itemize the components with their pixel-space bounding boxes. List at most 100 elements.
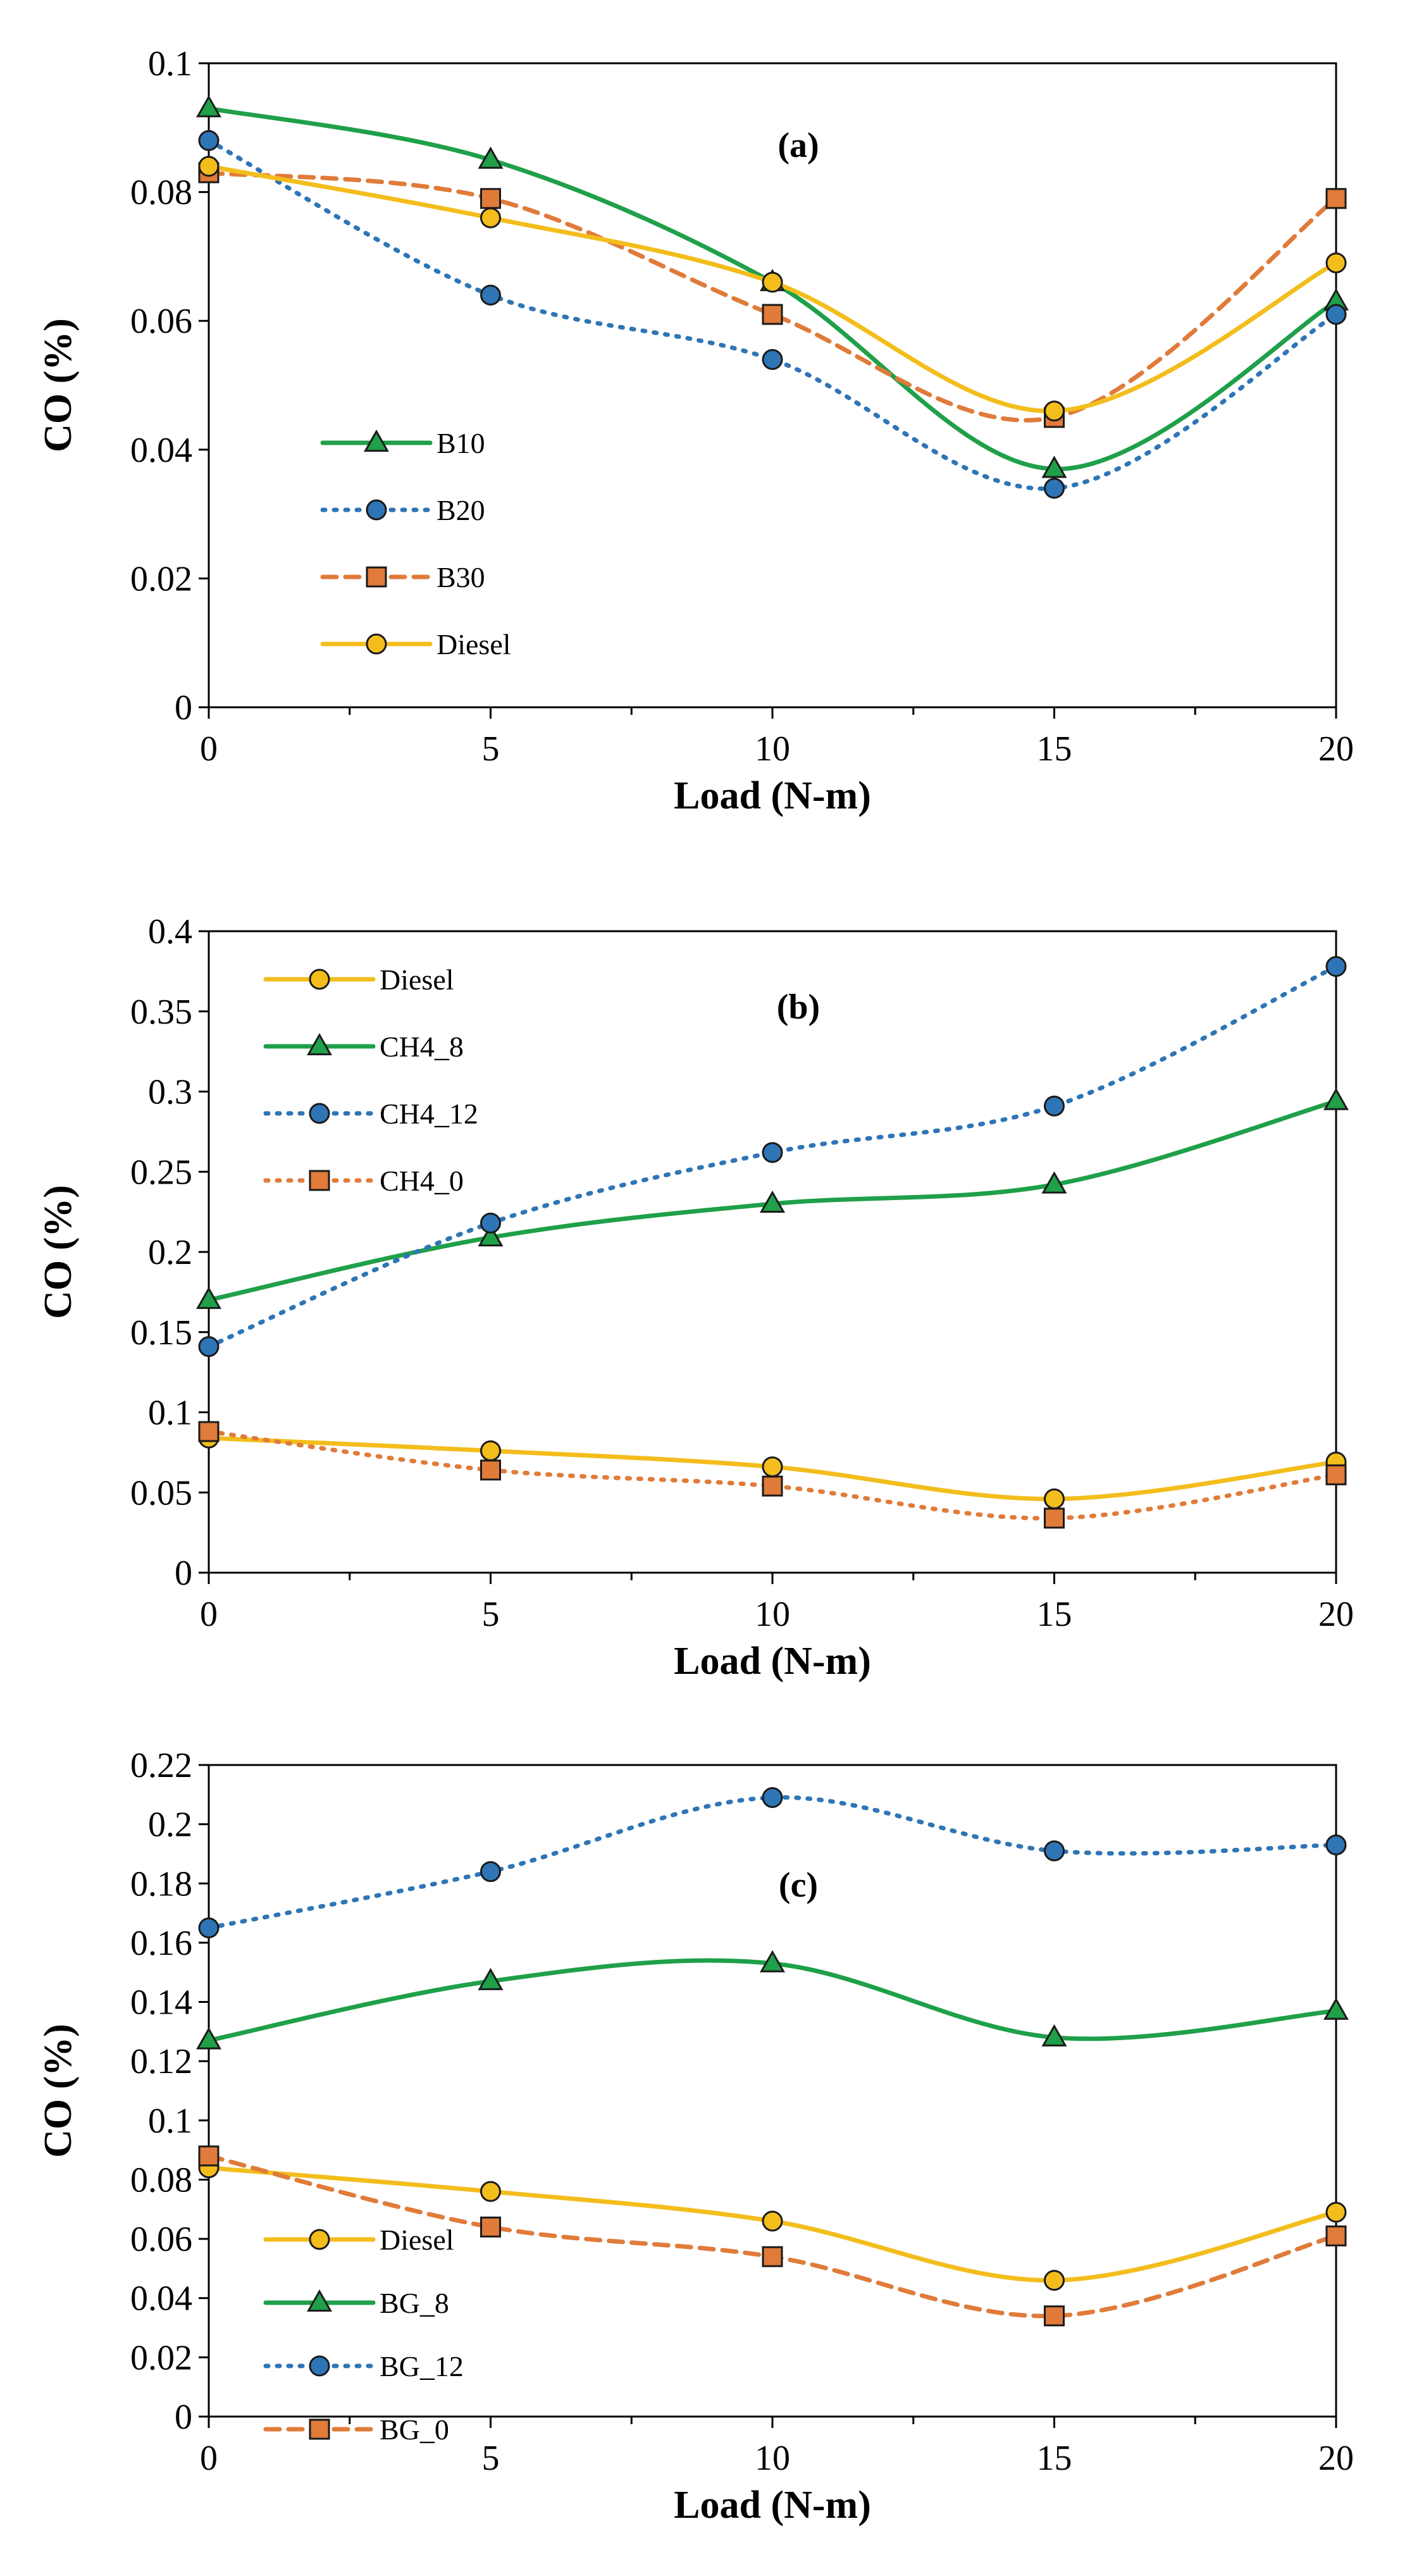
y-tick-label: 0.4 [148,912,192,951]
y-axis-title: CO (%) [37,2024,80,2158]
y-tick-label: 0.04 [130,431,192,470]
data-point-ch4_0 [1325,1464,1347,1485]
x-tick-label: 0 [200,729,218,769]
legend-marker-diesel [309,2229,330,2250]
data-point-ch4_8 [196,1287,221,1310]
data-point-b10 [196,95,221,118]
data-point-diesel [1325,2201,1347,2223]
data-point-bg_0 [480,2216,501,2238]
data-point-ch4_0 [198,1421,220,1442]
panel-label: (b) [777,988,820,1027]
data-point-ch4_8 [1323,1087,1349,1110]
data-point-ch4_12 [198,1336,220,1358]
data-point-b20 [198,130,220,151]
x-tick-label: 10 [755,729,790,769]
y-tick-label: 0.1 [148,1394,192,1433]
data-point-b20 [1044,478,1065,499]
legend-label-bg_8: BG_8 [380,2287,449,2319]
plot-area-frame [207,62,1337,709]
legend-marker-b20 [366,499,387,521]
y-tick-label: 0.1 [148,44,192,84]
series-line-bg_12 [206,1795,1339,1930]
y-tick-label: 0.2 [148,1233,192,1272]
series-line-b30 [206,170,1339,423]
chart-panel-0: 0 0.02 0.04 0.06 0.08 0.1 0 5 10 15 20 Load (N-m) CO… [37,44,1354,817]
data-point-bg_12 [762,1787,783,1808]
data-point-ch4_8 [1041,1171,1067,1194]
data-point-ch4_12 [1325,956,1347,977]
y-tick-label: 0 [175,688,192,728]
data-point-b30 [1325,188,1347,209]
legend-label-ch4_8: CH4_8 [380,1031,464,1063]
y-tick-label: 0.1 [148,2102,192,2141]
chart-panel-2: 0 0.02 0.04 0.06 0.08 0.1 0.12 0.14 0.16 0.18 0.2 0… [37,1746,1354,2527]
y-tick-label: 0.2 [148,1805,192,1845]
x-tick-label: 10 [755,1595,790,1634]
data-point-ch4_0 [762,1475,783,1497]
data-point-diesel [1325,252,1347,274]
data-point-b20 [480,284,501,306]
legend-label-diesel: Diesel [380,2224,454,2256]
data-point-bg_12 [198,1917,220,1938]
data-point-bg_0 [1325,2225,1347,2246]
x-tick-label: 20 [1318,729,1354,769]
x-tick-label: 0 [200,1595,218,1634]
legend-label-ch4_12: CH4_12 [380,1098,478,1130]
panel-label: (a) [777,126,819,165]
legend-label-b20: B20 [437,494,485,526]
x-tick-label: 15 [1037,1595,1072,1634]
legend-label-diesel: Diesel [437,628,511,660]
legend-label-ch4_0: CH4_0 [380,1165,464,1197]
y-tick-label: 0.25 [130,1153,192,1192]
x-tick-label: 5 [482,1595,500,1634]
data-point-diesel [198,156,220,177]
legend-label-bg_12: BG_12 [380,2350,464,2382]
data-point-ch4_8 [478,1224,504,1247]
legend-marker-ch4_0 [309,1170,330,1191]
data-point-b20 [762,349,783,370]
data-point-bg_8 [196,2027,221,2050]
y-tick-label: 0.02 [130,559,192,598]
y-tick-label: 0 [175,2398,192,2437]
y-axis-title: CO (%) [37,1185,80,1319]
legend-marker-b30 [366,566,387,588]
panel-label: (c) [779,1866,818,1905]
y-tick-label: 0.06 [130,2220,192,2259]
y-tick-label: 0.06 [130,302,192,341]
data-point-ch4_12 [480,1212,501,1234]
x-tick-label: 10 [755,2439,790,2478]
data-point-b30 [762,304,783,325]
data-point-ch4_0 [1044,1508,1065,1529]
data-point-b10 [478,146,504,169]
y-tick-label: 0.35 [130,993,192,1032]
x-tick-label: 0 [200,2439,218,2478]
data-point-bg_8 [1041,2024,1067,2047]
legend-label-diesel: Diesel [380,963,454,996]
chart-panel-1: 0 0.05 0.1 0.15 0.2 0.25 0.3 0.35 0.4 0 5 10 15 20 Loa… [37,912,1354,1683]
data-point-bg_0 [198,2145,220,2167]
data-point-ch4_12 [1044,1095,1065,1117]
data-point-bg_0 [1044,2305,1065,2327]
y-tick-label: 0.15 [130,1313,192,1353]
data-point-ch4_0 [480,1459,501,1481]
y-tick-label: 0.02 [130,2338,192,2377]
data-point-diesel [1044,2270,1065,2291]
data-point-bg_8 [760,1950,785,1972]
legend-marker-bg_8 [307,2289,332,2312]
y-tick-label: 0.16 [130,1924,192,1963]
data-point-diesel [762,1456,783,1478]
data-point-diesel [480,1440,501,1461]
data-point-bg_8 [478,1967,504,1990]
legend-marker-diesel [366,633,387,655]
data-point-bg_12 [1044,1840,1065,1862]
data-point-diesel [480,207,501,228]
x-axis-title: Load (N-m) [674,2484,871,2527]
data-point-bg_8 [1323,1997,1349,2020]
series-line-ch4_12 [206,964,1339,1349]
data-point-b10 [1041,455,1067,478]
x-tick-label: 20 [1318,1595,1354,1634]
y-tick-label: 0.08 [130,173,192,213]
y-tick-label: 0.12 [130,2042,192,2081]
x-tick-label: 5 [482,2439,500,2478]
